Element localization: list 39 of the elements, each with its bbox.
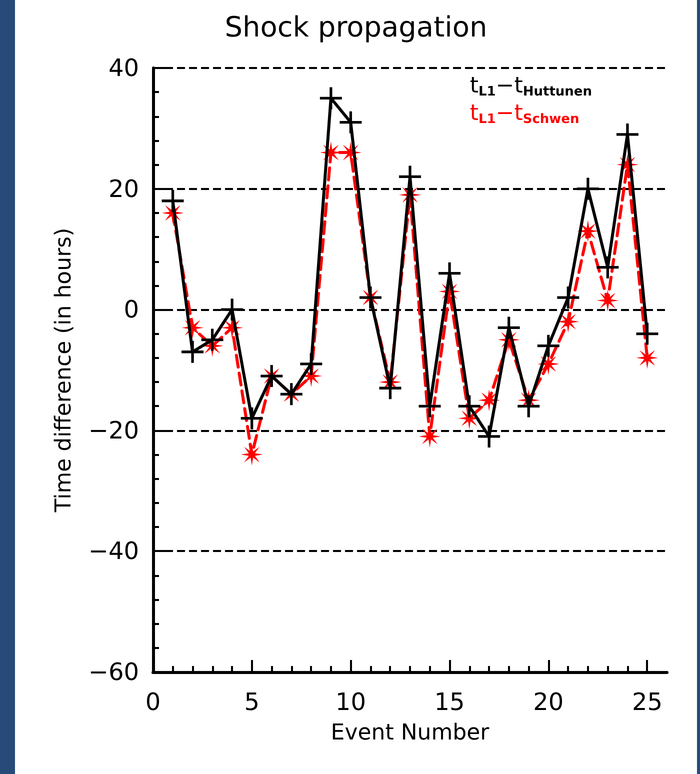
x-tick-label: 10 (335, 688, 366, 716)
point (340, 111, 362, 134)
point (576, 178, 599, 200)
point (182, 340, 204, 363)
point (478, 425, 500, 448)
point (537, 334, 560, 357)
x-tick-label: 0 (145, 688, 161, 716)
chart-title: Shock propagation (224, 10, 488, 44)
point (498, 316, 520, 339)
y-tick-label: 0 (124, 296, 139, 324)
y-tick-label: 20 (108, 174, 139, 203)
point (458, 395, 480, 418)
x-tick-label: 25 (632, 688, 663, 716)
x-tick-label: 5 (244, 688, 260, 716)
point (418, 425, 441, 448)
point (201, 328, 224, 351)
point (221, 298, 244, 321)
point (438, 262, 461, 284)
y-tick-label: −60 (88, 658, 139, 686)
y-tick-label: −20 (88, 416, 139, 444)
y-tick-label: −40 (88, 537, 139, 566)
point (557, 286, 580, 309)
point (596, 290, 619, 312)
point (636, 322, 658, 345)
y-axis-title: Time difference (in hours) (52, 228, 76, 514)
point (518, 395, 540, 418)
point (240, 444, 263, 466)
point (162, 190, 184, 212)
y-tick-label: 40 (108, 54, 139, 82)
point (576, 220, 599, 242)
point (320, 87, 342, 110)
point (240, 407, 263, 430)
point (300, 352, 322, 375)
x-tick-label: 15 (434, 688, 465, 716)
x-axis-title: Event Number (330, 720, 490, 746)
x-tick-label: 20 (533, 688, 564, 716)
point (478, 389, 500, 412)
point (379, 377, 402, 400)
point (596, 256, 619, 278)
